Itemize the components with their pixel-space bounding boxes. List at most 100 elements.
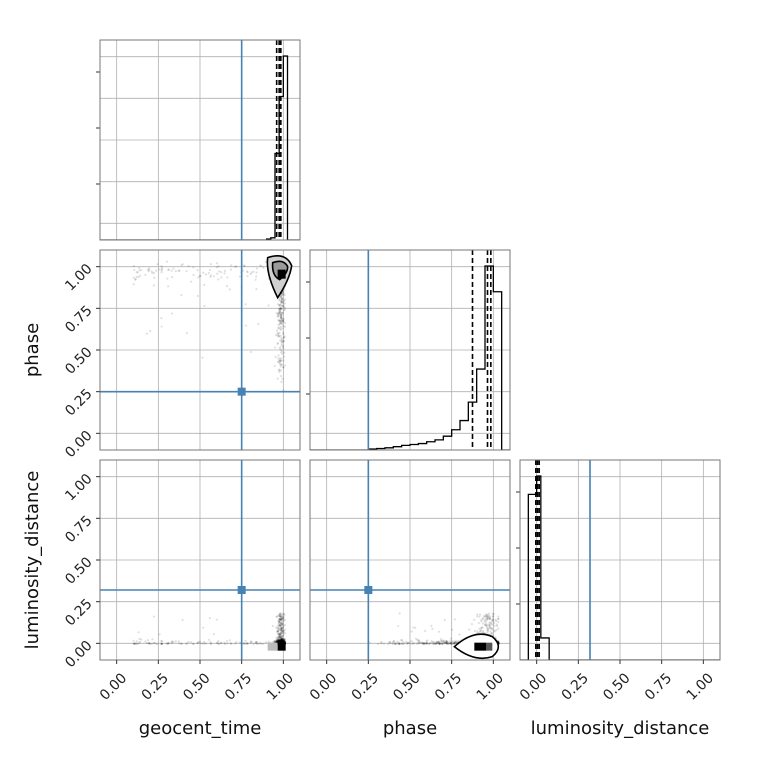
scatter-point [281, 638, 284, 641]
scatter-point [238, 641, 242, 644]
scatter-point [279, 640, 282, 644]
scatter-point [278, 640, 281, 643]
scatter-point [277, 640, 281, 643]
scatter-point [278, 357, 282, 360]
scatter-point [255, 641, 258, 644]
scatter-point [453, 641, 456, 644]
scatter-point [444, 641, 447, 644]
scatter-point [398, 643, 401, 646]
scatter-point [422, 641, 426, 645]
scatter-point [281, 640, 284, 643]
scatter-point [282, 640, 285, 643]
scatter-point [235, 641, 238, 644]
scatter-point [282, 639, 285, 642]
scatter-point [280, 317, 283, 320]
scatter-point [282, 332, 285, 336]
scatter-point [281, 639, 284, 642]
scatter-point [278, 639, 282, 643]
scatter-point [279, 636, 282, 639]
scatter-point [259, 641, 262, 645]
scatter-point [283, 637, 286, 640]
scatter-point [280, 640, 283, 643]
scatter-point [282, 639, 285, 643]
scatter-point [478, 613, 482, 616]
scatter-point [255, 641, 258, 644]
scatter-point [280, 638, 283, 641]
scatter-point [283, 628, 287, 631]
scatter-point [281, 637, 284, 641]
scatter-point [279, 640, 283, 643]
ytick-label-luminosity_distance: 0.50 [62, 554, 95, 587]
scatter-point [279, 624, 282, 627]
scatter-point [280, 640, 283, 644]
scatter-point [166, 277, 169, 280]
scatter-point [132, 639, 135, 642]
scatter-point [277, 636, 280, 639]
scatter-point [280, 320, 284, 323]
scatter-point [172, 267, 175, 270]
scatter-point [178, 269, 181, 272]
scatter-point [280, 640, 283, 643]
scatter-point [497, 615, 500, 618]
scatter-point [279, 639, 283, 642]
scatter-point [279, 316, 282, 319]
scatter-point [281, 640, 284, 643]
scatter-point [278, 640, 282, 643]
scatter-point [279, 639, 282, 642]
scatter-point [490, 632, 494, 635]
scatter-point [281, 640, 284, 643]
scatter-point [452, 642, 456, 645]
scatter-point [280, 631, 283, 635]
scatter-point [406, 641, 409, 645]
scatter-point [279, 639, 282, 642]
scatter-point [174, 640, 177, 643]
scatter-point [280, 639, 284, 643]
scatter-point [282, 336, 286, 339]
scatter-point [147, 268, 151, 271]
scatter-point [276, 629, 279, 633]
scatter-point [455, 641, 458, 644]
scatter-point [277, 326, 280, 329]
scatter-point [279, 638, 283, 641]
scatter-point [281, 640, 284, 644]
scatter-point [160, 317, 163, 320]
scatter-point [167, 285, 170, 288]
scatter-point [277, 640, 280, 643]
scatter-point [277, 638, 280, 641]
scatter-point [278, 634, 281, 637]
yaxis-label-phase: phase [22, 323, 43, 377]
scatter-point [482, 614, 485, 618]
scatter-point [275, 312, 278, 315]
scatter-point [280, 630, 284, 633]
scatter-point [278, 632, 282, 635]
scatter-point [278, 620, 281, 623]
scatter-point [443, 641, 446, 644]
scatter-point [492, 612, 496, 616]
scatter-point [409, 642, 412, 645]
scatter-point [283, 638, 286, 641]
scatter-point [147, 270, 150, 273]
scatter-point [425, 640, 428, 643]
scatter-point [277, 622, 280, 626]
scatter-point [280, 640, 284, 643]
scatter-point [278, 624, 282, 627]
scatter-point [281, 639, 284, 643]
scatter-point [441, 642, 444, 645]
scatter-point [279, 640, 282, 643]
scatter-point [282, 619, 285, 623]
scatter-point [280, 621, 284, 624]
scatter-point [280, 640, 283, 643]
scatter-point [278, 304, 281, 307]
scatter-point [280, 638, 283, 641]
scatter-point [281, 639, 284, 642]
scatter-point [278, 322, 282, 325]
scatter-point [241, 269, 245, 272]
scatter-point [279, 630, 283, 633]
scatter-point [281, 629, 285, 632]
scatter-point [280, 338, 284, 341]
scatter-point [279, 348, 283, 351]
scatter-point [281, 639, 284, 643]
scatter-point [279, 315, 283, 319]
scatter-point [441, 642, 444, 645]
scatter-point [277, 640, 280, 643]
